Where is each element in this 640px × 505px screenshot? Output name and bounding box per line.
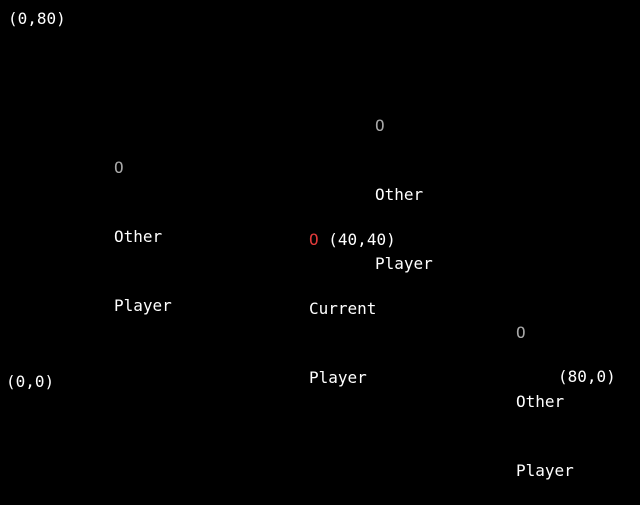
other-player-label-line2: Player bbox=[375, 254, 433, 273]
other-player-label-line1: Other bbox=[114, 227, 163, 246]
corner-label-top-left: (0,80) bbox=[8, 9, 66, 28]
other-player-marker: O bbox=[375, 116, 385, 135]
other-player-label-line1: Other bbox=[516, 392, 565, 411]
other-player-label-line1: Other bbox=[375, 185, 424, 204]
current-player-label-line1: Current bbox=[309, 299, 377, 318]
current-player: O (40,40) Current Player bbox=[309, 182, 396, 412]
other-player: O Other Player bbox=[516, 275, 574, 505]
other-player-marker: O bbox=[516, 323, 526, 342]
other-player: O Other Player bbox=[114, 110, 172, 340]
current-player-coords: (40,40) bbox=[328, 230, 396, 249]
other-player-label-line2: Player bbox=[114, 296, 172, 315]
other-player: O Other Player bbox=[375, 68, 433, 298]
current-player-label-line2: Player bbox=[309, 368, 367, 387]
corner-label-bottom-left: (0,0) bbox=[6, 372, 55, 391]
current-player-marker: O bbox=[309, 230, 319, 249]
other-player-label-line2: Player bbox=[516, 461, 574, 480]
corner-label-bottom-right: (80,0) bbox=[558, 367, 616, 386]
other-player-marker: O bbox=[114, 158, 124, 177]
